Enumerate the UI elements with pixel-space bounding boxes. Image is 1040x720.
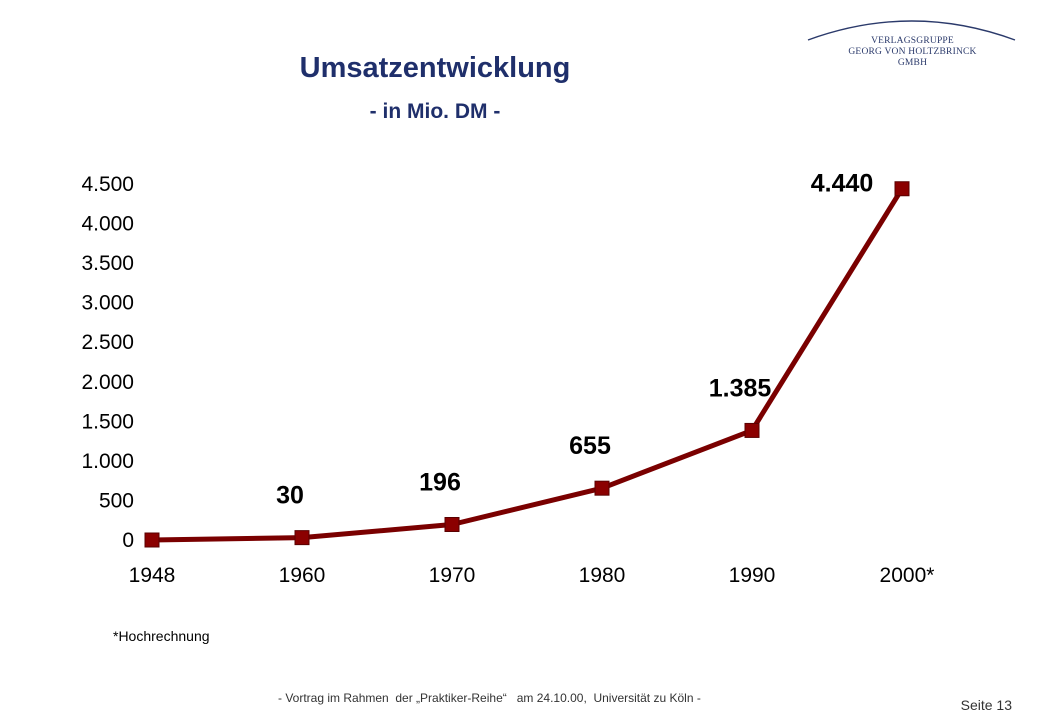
chart-subtitle: - in Mio. DM - — [369, 100, 501, 123]
x-tick-label-5: 2000* — [880, 564, 935, 587]
logo-arc-icon — [807, 20, 1016, 41]
x-tick-label-0: 1948 — [129, 564, 176, 587]
y-tick-label-6: 3.000 — [81, 292, 134, 315]
y-tick-label-7: 3.500 — [81, 252, 134, 275]
data-label-4: 1.385 — [709, 374, 772, 402]
data-point-5 — [894, 181, 910, 197]
logo-line-3: GMBH — [897, 58, 928, 68]
y-tick-label-2: 1.000 — [81, 450, 134, 473]
x-tick-label-2: 1970 — [429, 564, 476, 587]
y-tick-label-3: 1.500 — [81, 410, 134, 433]
logo-line-1: VERLAGSGRUPPE — [871, 36, 954, 46]
publisher-logo: VERLAGSGRUPPE GEORG VON HOLTZBRINCK GMBH — [800, 10, 1025, 75]
x-tick-label-1: 1960 — [279, 564, 326, 587]
footer-text: - Vortrag im Rahmen der „Praktiker-Reihe… — [278, 691, 701, 705]
data-point-1 — [294, 530, 310, 546]
data-point-0 — [144, 532, 160, 548]
y-tick-label-5: 2.500 — [81, 331, 134, 354]
data-label-1: 30 — [276, 482, 304, 510]
y-tick-label-0: 0 — [122, 529, 134, 552]
series-line — [151, 187, 905, 543]
footnote: *Hochrechnung — [113, 628, 210, 644]
data-label-2: 196 — [419, 468, 461, 496]
y-tick-label-8: 4.000 — [81, 213, 134, 236]
logo-line-2: GEORG VON HOLTZBRINCK — [848, 47, 977, 57]
data-point-4 — [744, 422, 760, 438]
data-label-3: 655 — [569, 432, 611, 460]
x-tick-label-4: 1990 — [729, 564, 776, 587]
y-tick-label-1: 500 — [99, 489, 134, 512]
x-tick-label-3: 1980 — [579, 564, 626, 587]
revenue-line-chart: 0 500 1.000 1.500 2.000 2.500 3.000 3.500 4.000 4… — [81, 170, 935, 587]
chart-title: Umsatzentwicklung — [299, 52, 571, 84]
y-tick-label-4: 2.000 — [81, 371, 134, 394]
data-point-2 — [444, 516, 460, 532]
data-label-5: 4.440 — [811, 170, 874, 198]
data-point-3 — [594, 480, 610, 496]
y-tick-label-9: 4.500 — [81, 173, 134, 196]
page-number: Seite 13 — [960, 697, 1012, 713]
